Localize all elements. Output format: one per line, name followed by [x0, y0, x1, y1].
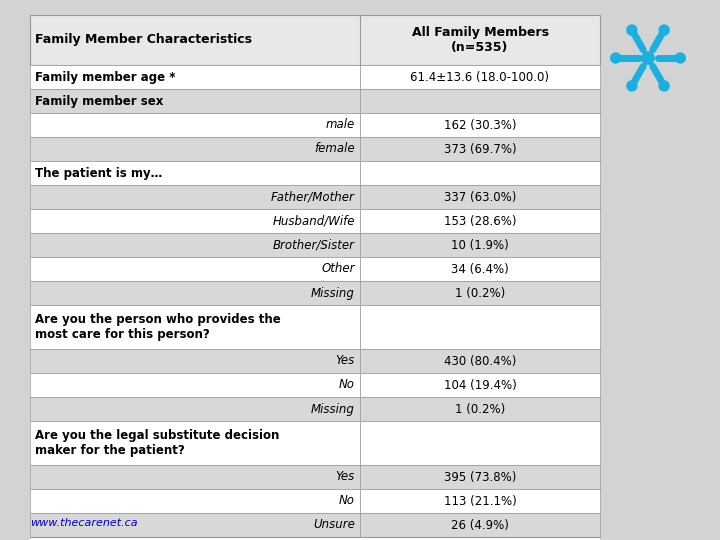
- Bar: [360, 397, 600, 421]
- Text: Family member age *: Family member age *: [35, 71, 176, 84]
- Circle shape: [626, 24, 637, 36]
- Bar: [30, 137, 360, 161]
- Text: Missing: Missing: [311, 402, 355, 415]
- Text: 395 (73.8%): 395 (73.8%): [444, 470, 516, 483]
- Bar: [30, 397, 360, 421]
- Text: Are you the legal substitute decision
maker for the patient?: Are you the legal substitute decision ma…: [35, 429, 279, 457]
- Text: 1 (0.2%): 1 (0.2%): [455, 287, 505, 300]
- Circle shape: [659, 80, 670, 92]
- Text: The patient is my…: The patient is my…: [35, 166, 163, 179]
- Text: Unsure: Unsure: [313, 518, 355, 531]
- Text: Are you the person who provides the
most care for this person?: Are you the person who provides the most…: [35, 313, 281, 341]
- Text: Yes: Yes: [336, 354, 355, 368]
- Text: 373 (69.7%): 373 (69.7%): [444, 143, 516, 156]
- Bar: [30, 489, 360, 513]
- Bar: [360, 233, 600, 257]
- Circle shape: [659, 24, 670, 36]
- Text: Family member sex: Family member sex: [35, 94, 163, 107]
- Text: male: male: [325, 118, 355, 132]
- Bar: [30, 257, 360, 281]
- Bar: [30, 465, 360, 489]
- Text: 26 (4.9%): 26 (4.9%): [451, 518, 509, 531]
- Circle shape: [641, 51, 655, 65]
- Bar: [360, 65, 600, 89]
- Circle shape: [626, 80, 637, 92]
- Text: female: female: [315, 143, 355, 156]
- Text: Yes: Yes: [336, 470, 355, 483]
- Bar: [30, 185, 360, 209]
- Text: 153 (28.6%): 153 (28.6%): [444, 214, 516, 227]
- Text: 430 (80.4%): 430 (80.4%): [444, 354, 516, 368]
- Text: No: No: [339, 495, 355, 508]
- Text: 337 (63.0%): 337 (63.0%): [444, 191, 516, 204]
- Text: 162 (30.3%): 162 (30.3%): [444, 118, 516, 132]
- Bar: [360, 185, 600, 209]
- Bar: [360, 465, 600, 489]
- Bar: [360, 113, 600, 137]
- Bar: [360, 349, 600, 373]
- Text: No: No: [339, 379, 355, 392]
- Text: Husband/Wife: Husband/Wife: [272, 214, 355, 227]
- Text: 61.4±13.6 (18.0-100.0): 61.4±13.6 (18.0-100.0): [410, 71, 549, 84]
- Text: Brother/Sister: Brother/Sister: [273, 239, 355, 252]
- Bar: [360, 421, 600, 465]
- Bar: [30, 161, 360, 185]
- Bar: [360, 281, 600, 305]
- Bar: [30, 89, 360, 113]
- Bar: [30, 421, 360, 465]
- Bar: [30, 65, 360, 89]
- Bar: [360, 137, 600, 161]
- Bar: [30, 113, 360, 137]
- Circle shape: [675, 52, 686, 64]
- Text: www.thecarenet.ca: www.thecarenet.ca: [30, 518, 138, 528]
- Bar: [360, 161, 600, 185]
- Bar: [30, 373, 360, 397]
- Circle shape: [610, 52, 621, 64]
- Bar: [30, 349, 360, 373]
- Text: 104 (19.4%): 104 (19.4%): [444, 379, 516, 392]
- Bar: [30, 209, 360, 233]
- Bar: [30, 513, 360, 537]
- Bar: [30, 305, 360, 349]
- Text: 34 (6.4%): 34 (6.4%): [451, 262, 509, 275]
- Text: 1 (0.2%): 1 (0.2%): [455, 402, 505, 415]
- Bar: [360, 89, 600, 113]
- Text: All Family Members
(n=535): All Family Members (n=535): [412, 26, 549, 54]
- Bar: [30, 15, 600, 65]
- Bar: [30, 233, 360, 257]
- Bar: [360, 257, 600, 281]
- Bar: [360, 513, 600, 537]
- Bar: [360, 489, 600, 513]
- Text: Other: Other: [322, 262, 355, 275]
- Text: Family Member Characteristics: Family Member Characteristics: [35, 33, 252, 46]
- Bar: [360, 373, 600, 397]
- Bar: [360, 209, 600, 233]
- Bar: [360, 305, 600, 349]
- Text: Missing: Missing: [311, 287, 355, 300]
- Text: 113 (21.1%): 113 (21.1%): [444, 495, 516, 508]
- Bar: [30, 15, 600, 540]
- Text: 10 (1.9%): 10 (1.9%): [451, 239, 509, 252]
- Bar: [30, 281, 360, 305]
- Text: Father/Mother: Father/Mother: [271, 191, 355, 204]
